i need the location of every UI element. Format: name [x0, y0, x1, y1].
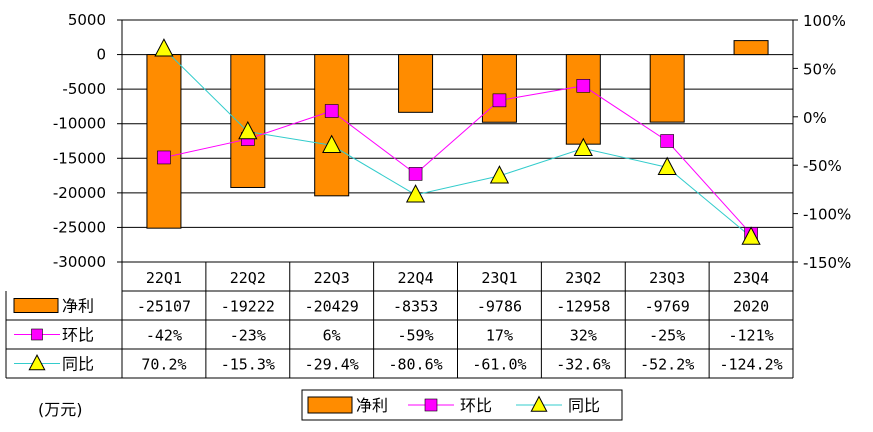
qoq-point: [660, 134, 674, 148]
category-label: 23Q2: [565, 269, 601, 287]
legend-key-profit: [307, 396, 353, 414]
table-cell: -8353: [393, 298, 438, 316]
plot-area: [121, 19, 794, 263]
table-cell: -25%: [649, 327, 685, 345]
row-header-yoy: 同比: [62, 355, 94, 374]
row-key-yoy-marker: [28, 354, 46, 371]
left-tick-label: -5000: [62, 80, 106, 98]
category-label: 22Q1: [146, 269, 182, 287]
yoy-point: [657, 156, 677, 176]
qoq-point: [408, 167, 423, 181]
category-label: 22Q2: [230, 269, 266, 287]
left-tick-label: -25000: [53, 218, 106, 236]
table-cell: -61.0%: [472, 356, 526, 374]
qoq-point: [157, 150, 171, 165]
right-tick-label: 0%: [803, 109, 827, 127]
left-tick-label: -20000: [53, 184, 106, 202]
right-tick-label: -150%: [803, 254, 851, 272]
bar: [481, 54, 517, 123]
qoq-point: [576, 79, 591, 93]
table-cell: -52.2%: [640, 356, 694, 374]
qoq-line: [163, 85, 752, 235]
yoy-point: [741, 226, 761, 245]
right-tick-label: -50%: [803, 157, 842, 175]
table-cell: -80.6%: [388, 356, 442, 374]
qoq-point: [324, 104, 339, 118]
category-label: 23Q3: [649, 269, 685, 287]
table-cell: 6%: [323, 327, 341, 345]
table-cell: 70.2%: [141, 356, 186, 374]
bar: [733, 40, 769, 56]
legend-label-yoy: 同比: [568, 396, 600, 415]
left-tick-label: 0: [96, 46, 106, 64]
yoy-point: [154, 38, 174, 57]
table-cell: -25107: [137, 298, 191, 316]
category-label: 22Q4: [398, 269, 434, 287]
category-label: 23Q1: [481, 269, 517, 287]
legend-label-qoq: 环比: [460, 396, 492, 415]
unit-label: (万元): [38, 400, 83, 419]
table-cell: -12958: [556, 298, 610, 316]
table-cell: 2020: [733, 298, 769, 316]
left-tick-label: -15000: [53, 149, 106, 167]
yoy-point: [322, 134, 342, 153]
yoy-point: [573, 137, 593, 157]
row-header-qoq: 环比: [62, 326, 94, 345]
bar: [565, 54, 601, 145]
yoy-point: [238, 120, 258, 140]
legend-label-profit: 净利: [356, 396, 388, 415]
table-cell: -9769: [645, 298, 690, 316]
table-cell: -15.3%: [221, 356, 275, 374]
legend-key-qoq-marker: [424, 398, 438, 412]
row-key-profit: [13, 298, 59, 313]
table-cell: 32%: [570, 327, 597, 345]
left-tick-label: -10000: [53, 115, 106, 133]
table-cell: 17%: [486, 327, 513, 345]
right-tick-label: -100%: [803, 206, 851, 224]
row-header-profit: 净利: [62, 297, 94, 316]
bar: [146, 54, 182, 229]
legend-key-yoy-marker: [530, 395, 548, 412]
qoq-point: [492, 93, 507, 108]
table-cell: -32.6%: [556, 356, 610, 374]
bar: [649, 54, 685, 123]
left-tick-label: 5000: [68, 11, 106, 29]
row-key-qoq-marker: [31, 328, 43, 341]
bar: [314, 54, 350, 197]
table-cell: -20429: [305, 298, 359, 316]
right-tick-label: 50%: [803, 60, 836, 78]
legend-box: [301, 389, 623, 421]
table-cell: -29.4%: [305, 356, 359, 374]
table-cell: -121%: [728, 327, 773, 345]
table-cell: -19222: [221, 298, 275, 316]
bar: [398, 54, 434, 113]
category-label: 22Q3: [314, 269, 350, 287]
yoy-point: [489, 165, 510, 184]
table-cell: -23%: [230, 327, 266, 345]
table-cell: -9786: [477, 298, 522, 316]
category-label: 23Q4: [733, 269, 769, 287]
left-tick-label: -30000: [53, 253, 106, 271]
table-cell: -59%: [398, 327, 434, 345]
table-cell: -124.2%: [719, 356, 782, 374]
yoy-point: [405, 184, 426, 203]
table-cell: -42%: [146, 327, 182, 345]
right-tick-label: 100%: [803, 12, 846, 30]
